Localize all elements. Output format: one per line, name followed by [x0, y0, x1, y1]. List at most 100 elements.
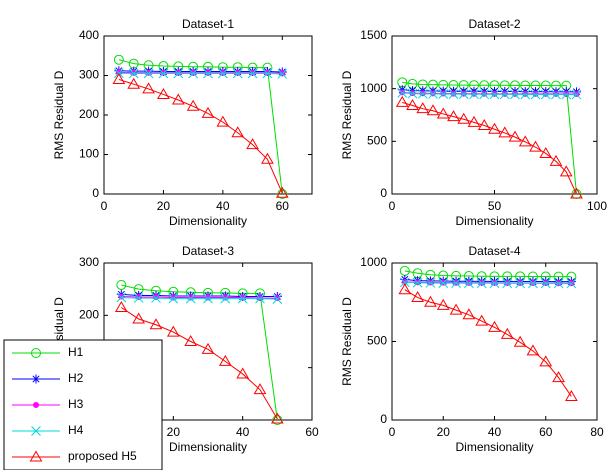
y-tick-label: 0 [92, 186, 99, 200]
x-axis-label: Dimensionality [455, 214, 533, 228]
y-tick-label: 500 [367, 134, 387, 148]
legend-label: H4 [68, 423, 84, 437]
legend-marker [31, 426, 41, 436]
data-point [116, 292, 127, 303]
subplot-title: Dataset-4 [468, 244, 520, 258]
y-tick-label: 200 [79, 308, 99, 322]
data-point [397, 88, 408, 98]
y-tick-label: 1000 [360, 81, 387, 95]
data-point [246, 138, 259, 150]
series-line [402, 101, 577, 195]
data-point [438, 278, 449, 288]
data-point [500, 327, 514, 339]
legend-label: H2 [68, 371, 84, 385]
data-point [552, 371, 565, 383]
data-point [447, 110, 460, 122]
data-point [540, 278, 551, 289]
data-point [272, 415, 283, 425]
data-point [185, 293, 196, 304]
y-tick-label: 200 [79, 107, 99, 121]
data-point [488, 320, 501, 332]
data-point [416, 102, 430, 114]
data-point [406, 99, 419, 111]
series-line [121, 295, 278, 299]
y-tick-label: 1500 [360, 28, 387, 42]
subplot-title: Dataset-3 [182, 244, 234, 258]
series-line [402, 92, 577, 96]
series-line [404, 270, 572, 278]
series-line [404, 281, 572, 285]
data-point [231, 126, 245, 138]
series-line [118, 71, 283, 74]
x-tick-label: 20 [167, 425, 181, 439]
x-tick-label: 50 [488, 199, 502, 213]
data-point [475, 314, 489, 326]
data-point [270, 412, 284, 424]
y-tick-label: 0 [380, 412, 387, 426]
data-point [264, 69, 271, 76]
legend-marker [31, 348, 41, 358]
data-point [425, 278, 436, 288]
data-point [457, 112, 471, 124]
x-tick-label: 40 [216, 199, 230, 213]
data-point [539, 146, 553, 158]
y-tick-label: 100 [79, 147, 99, 161]
data-point [261, 152, 274, 164]
data-point [220, 293, 231, 304]
data-point [426, 104, 440, 116]
data-point [436, 298, 450, 310]
legend-marker [31, 374, 41, 384]
data-point [175, 69, 182, 76]
subplot-title: Dataset-1 [182, 17, 234, 31]
data-point [253, 383, 267, 395]
y-tick-label: 0 [380, 186, 387, 200]
data-point [262, 68, 273, 79]
data-point [205, 69, 211, 76]
y-tick-label: 300 [79, 255, 99, 269]
data-point [395, 95, 409, 107]
data-point [249, 69, 256, 76]
series-line [402, 81, 577, 195]
x-tick-label: 20 [437, 425, 451, 439]
plot-area [391, 35, 598, 195]
data-point [128, 68, 139, 79]
data-point [113, 54, 124, 65]
x-tick-label: 40 [236, 425, 250, 439]
x-tick-label: 100 [587, 199, 607, 213]
data-point [477, 119, 491, 131]
data-point [145, 69, 152, 76]
x-tick-label: 60 [539, 425, 553, 439]
y-tick-label: 500 [367, 334, 387, 348]
data-point [488, 122, 501, 134]
data-point [424, 295, 437, 307]
data-point [130, 69, 137, 76]
data-point [133, 293, 144, 303]
data-point [476, 278, 487, 289]
data-point [184, 335, 198, 346]
data-point [417, 88, 428, 99]
data-point [549, 154, 563, 166]
data-point [218, 68, 228, 79]
data-point [142, 82, 155, 94]
data-point [236, 367, 250, 379]
data-point [275, 186, 289, 198]
series-line [118, 59, 283, 195]
data-point [277, 189, 288, 199]
data-point [190, 69, 197, 76]
x-axis-label: Dimensionality [455, 440, 533, 454]
legend-label: H1 [68, 345, 84, 359]
data-point [168, 293, 179, 304]
data-point [458, 89, 469, 99]
data-point [462, 308, 476, 320]
data-point [464, 278, 474, 289]
data-point [559, 165, 573, 177]
x-axis-label: Dimensionality [169, 214, 247, 228]
data-point [551, 89, 561, 100]
data-point [143, 68, 154, 79]
data-point [216, 115, 230, 127]
data-point [203, 68, 213, 79]
data-point [149, 318, 163, 330]
data-point [188, 68, 198, 79]
data-point [234, 69, 241, 76]
